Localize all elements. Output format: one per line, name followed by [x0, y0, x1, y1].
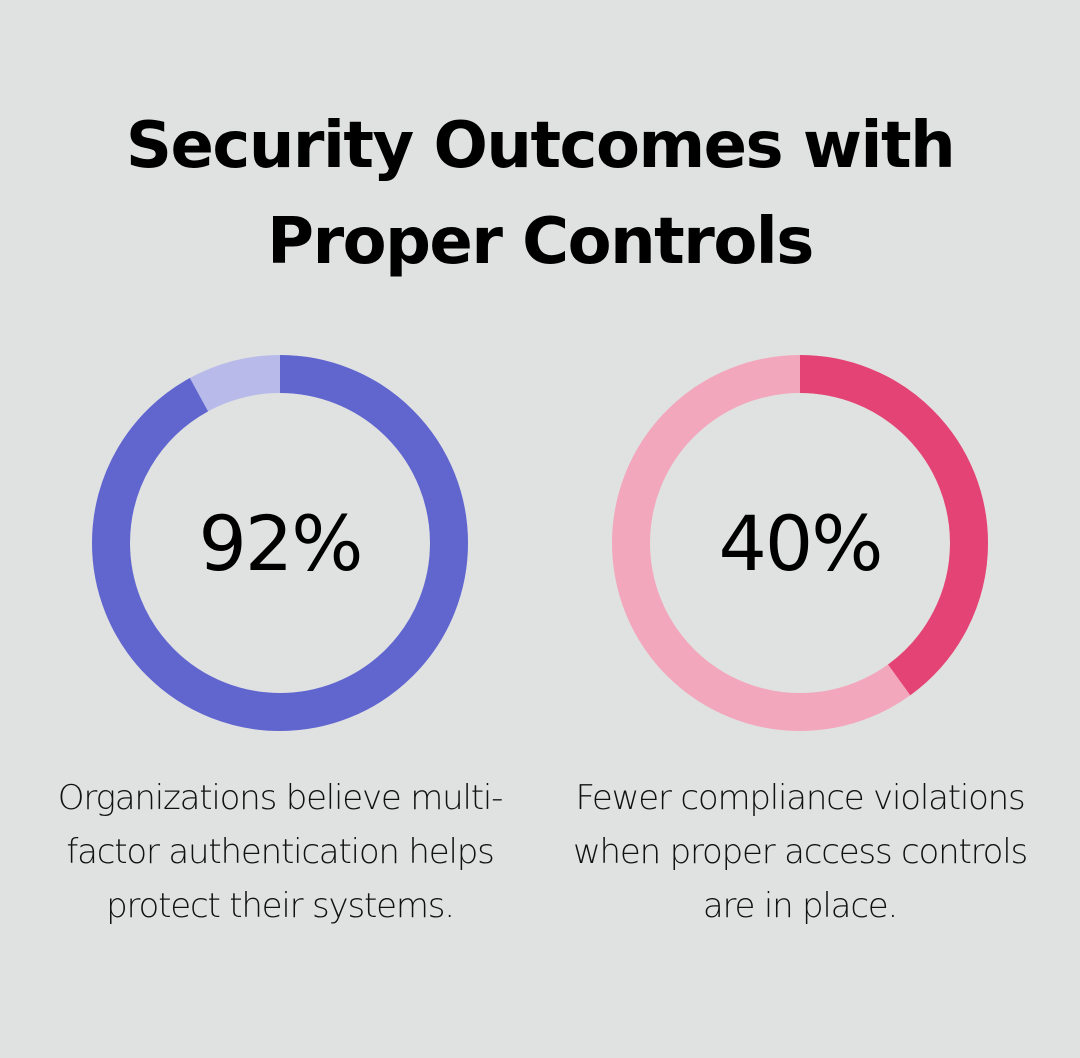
- stat-card-mfa: 92% Organizations believe multi-factor a…: [20, 353, 540, 933]
- donut-progress: [612, 355, 988, 731]
- page-title: Security Outcomes with Proper Controls: [125, 109, 956, 279]
- donut-chart: 40%: [610, 353, 990, 733]
- donut-ring: [92, 355, 468, 731]
- stat-value: 40%: [718, 498, 884, 588]
- donut-progress: [92, 355, 468, 731]
- stat-description: Fewer compliance violations when proper …: [572, 778, 1028, 926]
- stat-description: Organizations believe multi-factor authe…: [57, 778, 504, 926]
- donut-chart: 92%: [90, 353, 470, 733]
- stat-card-compliance: 40% Fewer compliance violations when pro…: [540, 353, 1060, 933]
- donut-ring: [612, 355, 988, 731]
- stat-value: 92%: [198, 498, 364, 588]
